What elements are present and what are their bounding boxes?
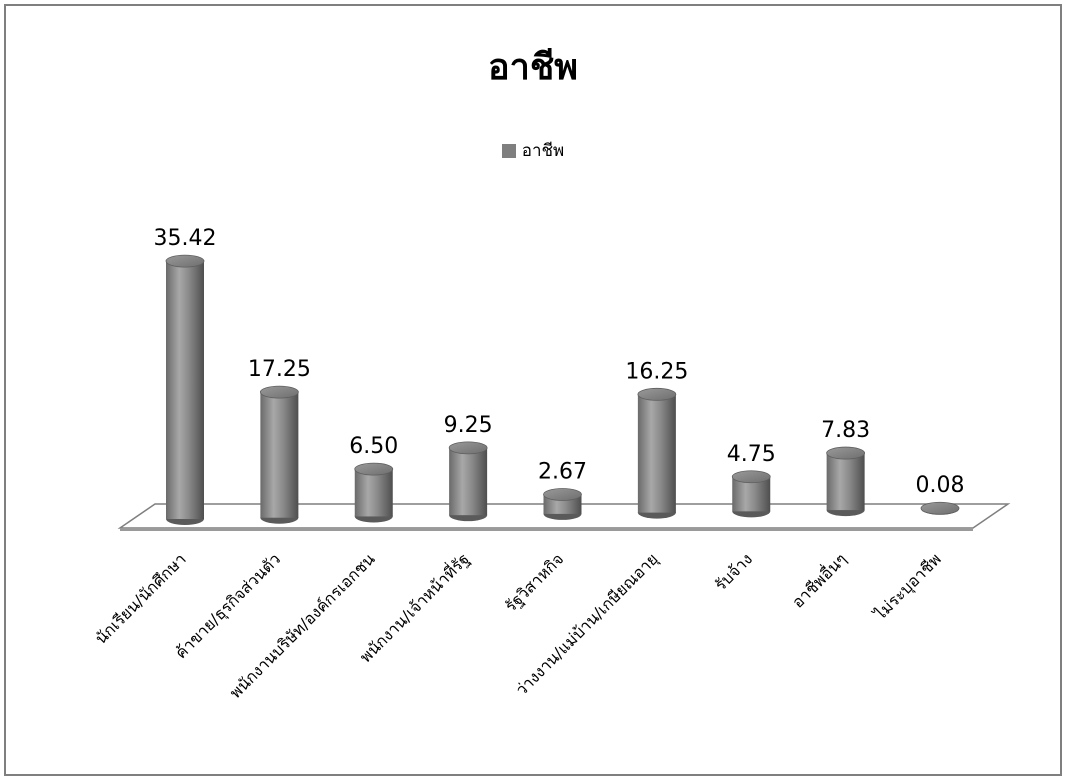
data-label: 0.08 <box>916 473 965 498</box>
bar <box>543 488 582 520</box>
chart-floor-edge <box>120 528 973 531</box>
legend-label: อาชีพ <box>521 141 565 161</box>
bar <box>165 254 205 525</box>
bar <box>826 446 866 517</box>
chart-title: อาชีพ <box>488 47 578 88</box>
legend-swatch <box>501 143 516 158</box>
bar <box>920 501 960 515</box>
category-label: นักเรียน/นักศึกษา <box>91 549 190 648</box>
data-label: 4.75 <box>727 442 776 467</box>
category-label: อาชีพอื่นๆ <box>787 548 851 612</box>
bar <box>448 441 488 522</box>
category-label: รัฐวิสาหกิจ <box>501 549 567 615</box>
category-label: ไม่ระบุอาชีพ <box>869 549 945 625</box>
data-label: 35.42 <box>154 226 217 251</box>
data-label: 6.50 <box>349 434 398 459</box>
data-label: 7.83 <box>821 418 870 443</box>
data-label: 17.25 <box>248 357 311 382</box>
bar <box>354 462 394 523</box>
data-label: 16.25 <box>625 359 688 384</box>
bar <box>637 387 677 519</box>
data-label: 2.67 <box>538 459 587 484</box>
bar <box>259 385 299 524</box>
data-label: 9.25 <box>444 413 493 438</box>
chart-legend: อาชีพ <box>0 137 1066 164</box>
category-label: รับจ้าง <box>711 549 756 594</box>
bar <box>731 470 771 518</box>
